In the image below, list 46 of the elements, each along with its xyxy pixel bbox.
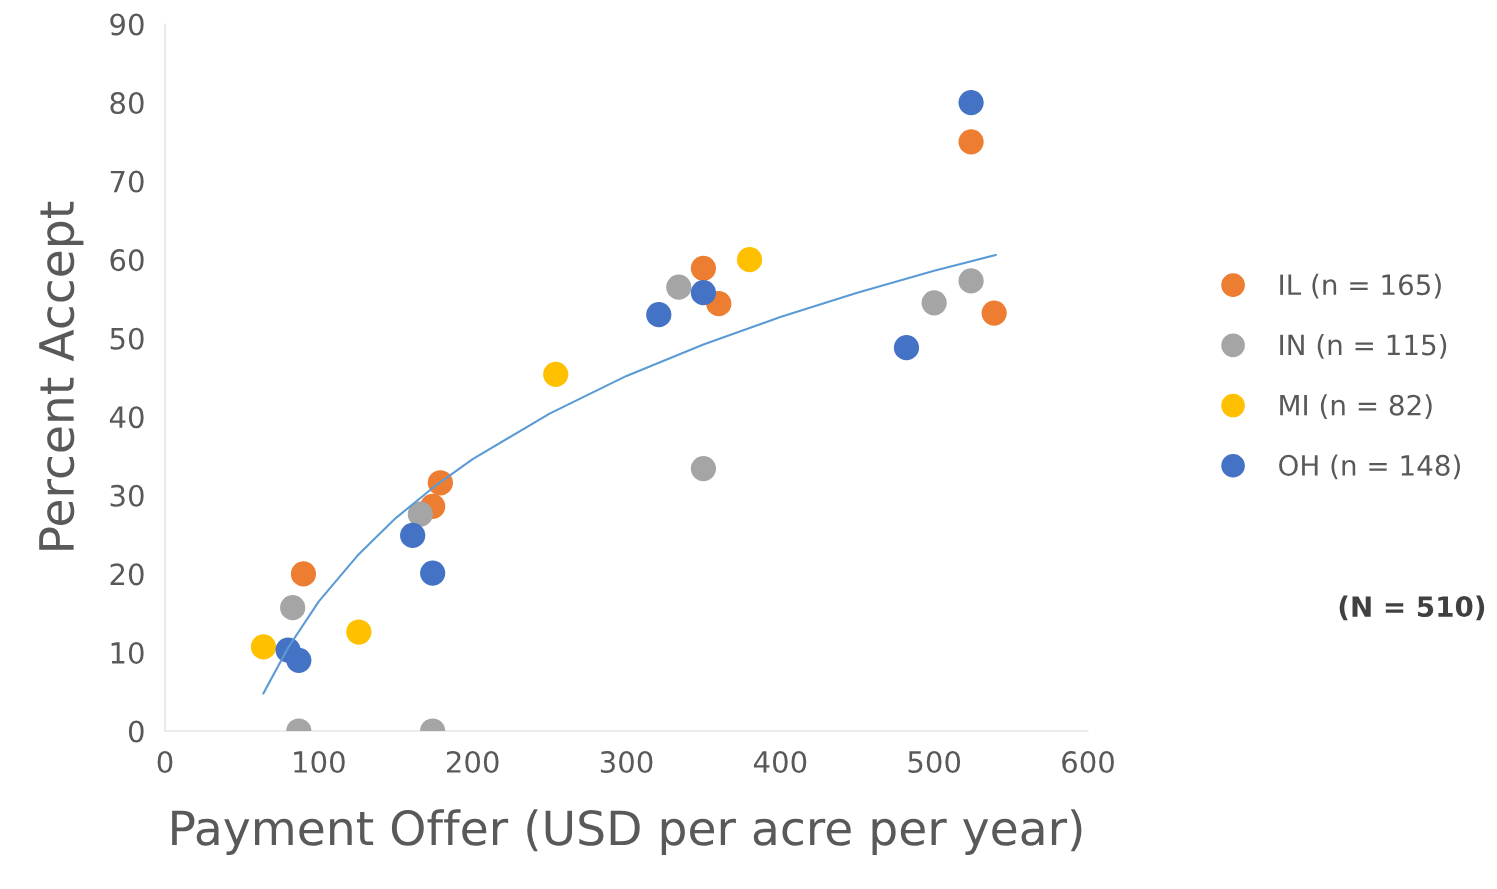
point xyxy=(666,274,692,300)
y-tick-label: 0 xyxy=(128,720,144,743)
point xyxy=(250,634,277,660)
y-tick-label: 70 xyxy=(110,170,144,193)
point xyxy=(958,129,984,155)
point xyxy=(893,335,920,361)
point xyxy=(290,561,317,587)
point xyxy=(958,268,984,294)
y-tick-label: 10 xyxy=(111,641,144,664)
y-tick-label: 20 xyxy=(110,563,144,586)
x-tick-label: 500 xyxy=(908,750,961,774)
line-series xyxy=(262,253,997,695)
y-tick-label: 30 xyxy=(110,484,144,507)
y-tick-label: 80 xyxy=(110,91,144,115)
point xyxy=(346,619,372,645)
y-tick-label: 50 xyxy=(110,327,144,350)
point xyxy=(958,89,984,116)
x-tick-label: 100 xyxy=(294,750,345,774)
point xyxy=(736,247,763,273)
x-tick-label: 0 xyxy=(157,750,173,774)
point xyxy=(286,647,312,673)
legend-label: IL (n = 165) xyxy=(1280,273,1441,299)
text: (N = 510) xyxy=(1339,595,1485,621)
point xyxy=(981,300,1007,326)
legend-label: OH (n = 148) xyxy=(1279,454,1460,480)
point xyxy=(407,501,433,527)
point xyxy=(400,522,426,549)
x-tick-label: 600 xyxy=(1062,750,1114,774)
point xyxy=(646,302,672,328)
point xyxy=(420,560,446,586)
point xyxy=(280,595,306,621)
point xyxy=(690,280,717,306)
point xyxy=(690,456,717,482)
x-tick-label: 300 xyxy=(600,750,653,774)
point xyxy=(543,361,569,387)
x-axis-title: Payment Offer (USD per acre per year) xyxy=(172,809,1082,855)
y-tick-label: 60 xyxy=(110,249,144,272)
x-tick-label: 400 xyxy=(753,750,807,774)
y-tick-label: 90 xyxy=(110,13,144,36)
y-tick-label: 40 xyxy=(109,406,144,429)
legend-label: MI (n = 82) xyxy=(1280,394,1432,419)
point xyxy=(921,290,947,316)
point xyxy=(690,255,717,281)
x-tick-label: 200 xyxy=(446,750,499,774)
y-axis-title: Percent Accept xyxy=(39,201,84,550)
legend-label: IN (n = 115) xyxy=(1280,333,1447,359)
